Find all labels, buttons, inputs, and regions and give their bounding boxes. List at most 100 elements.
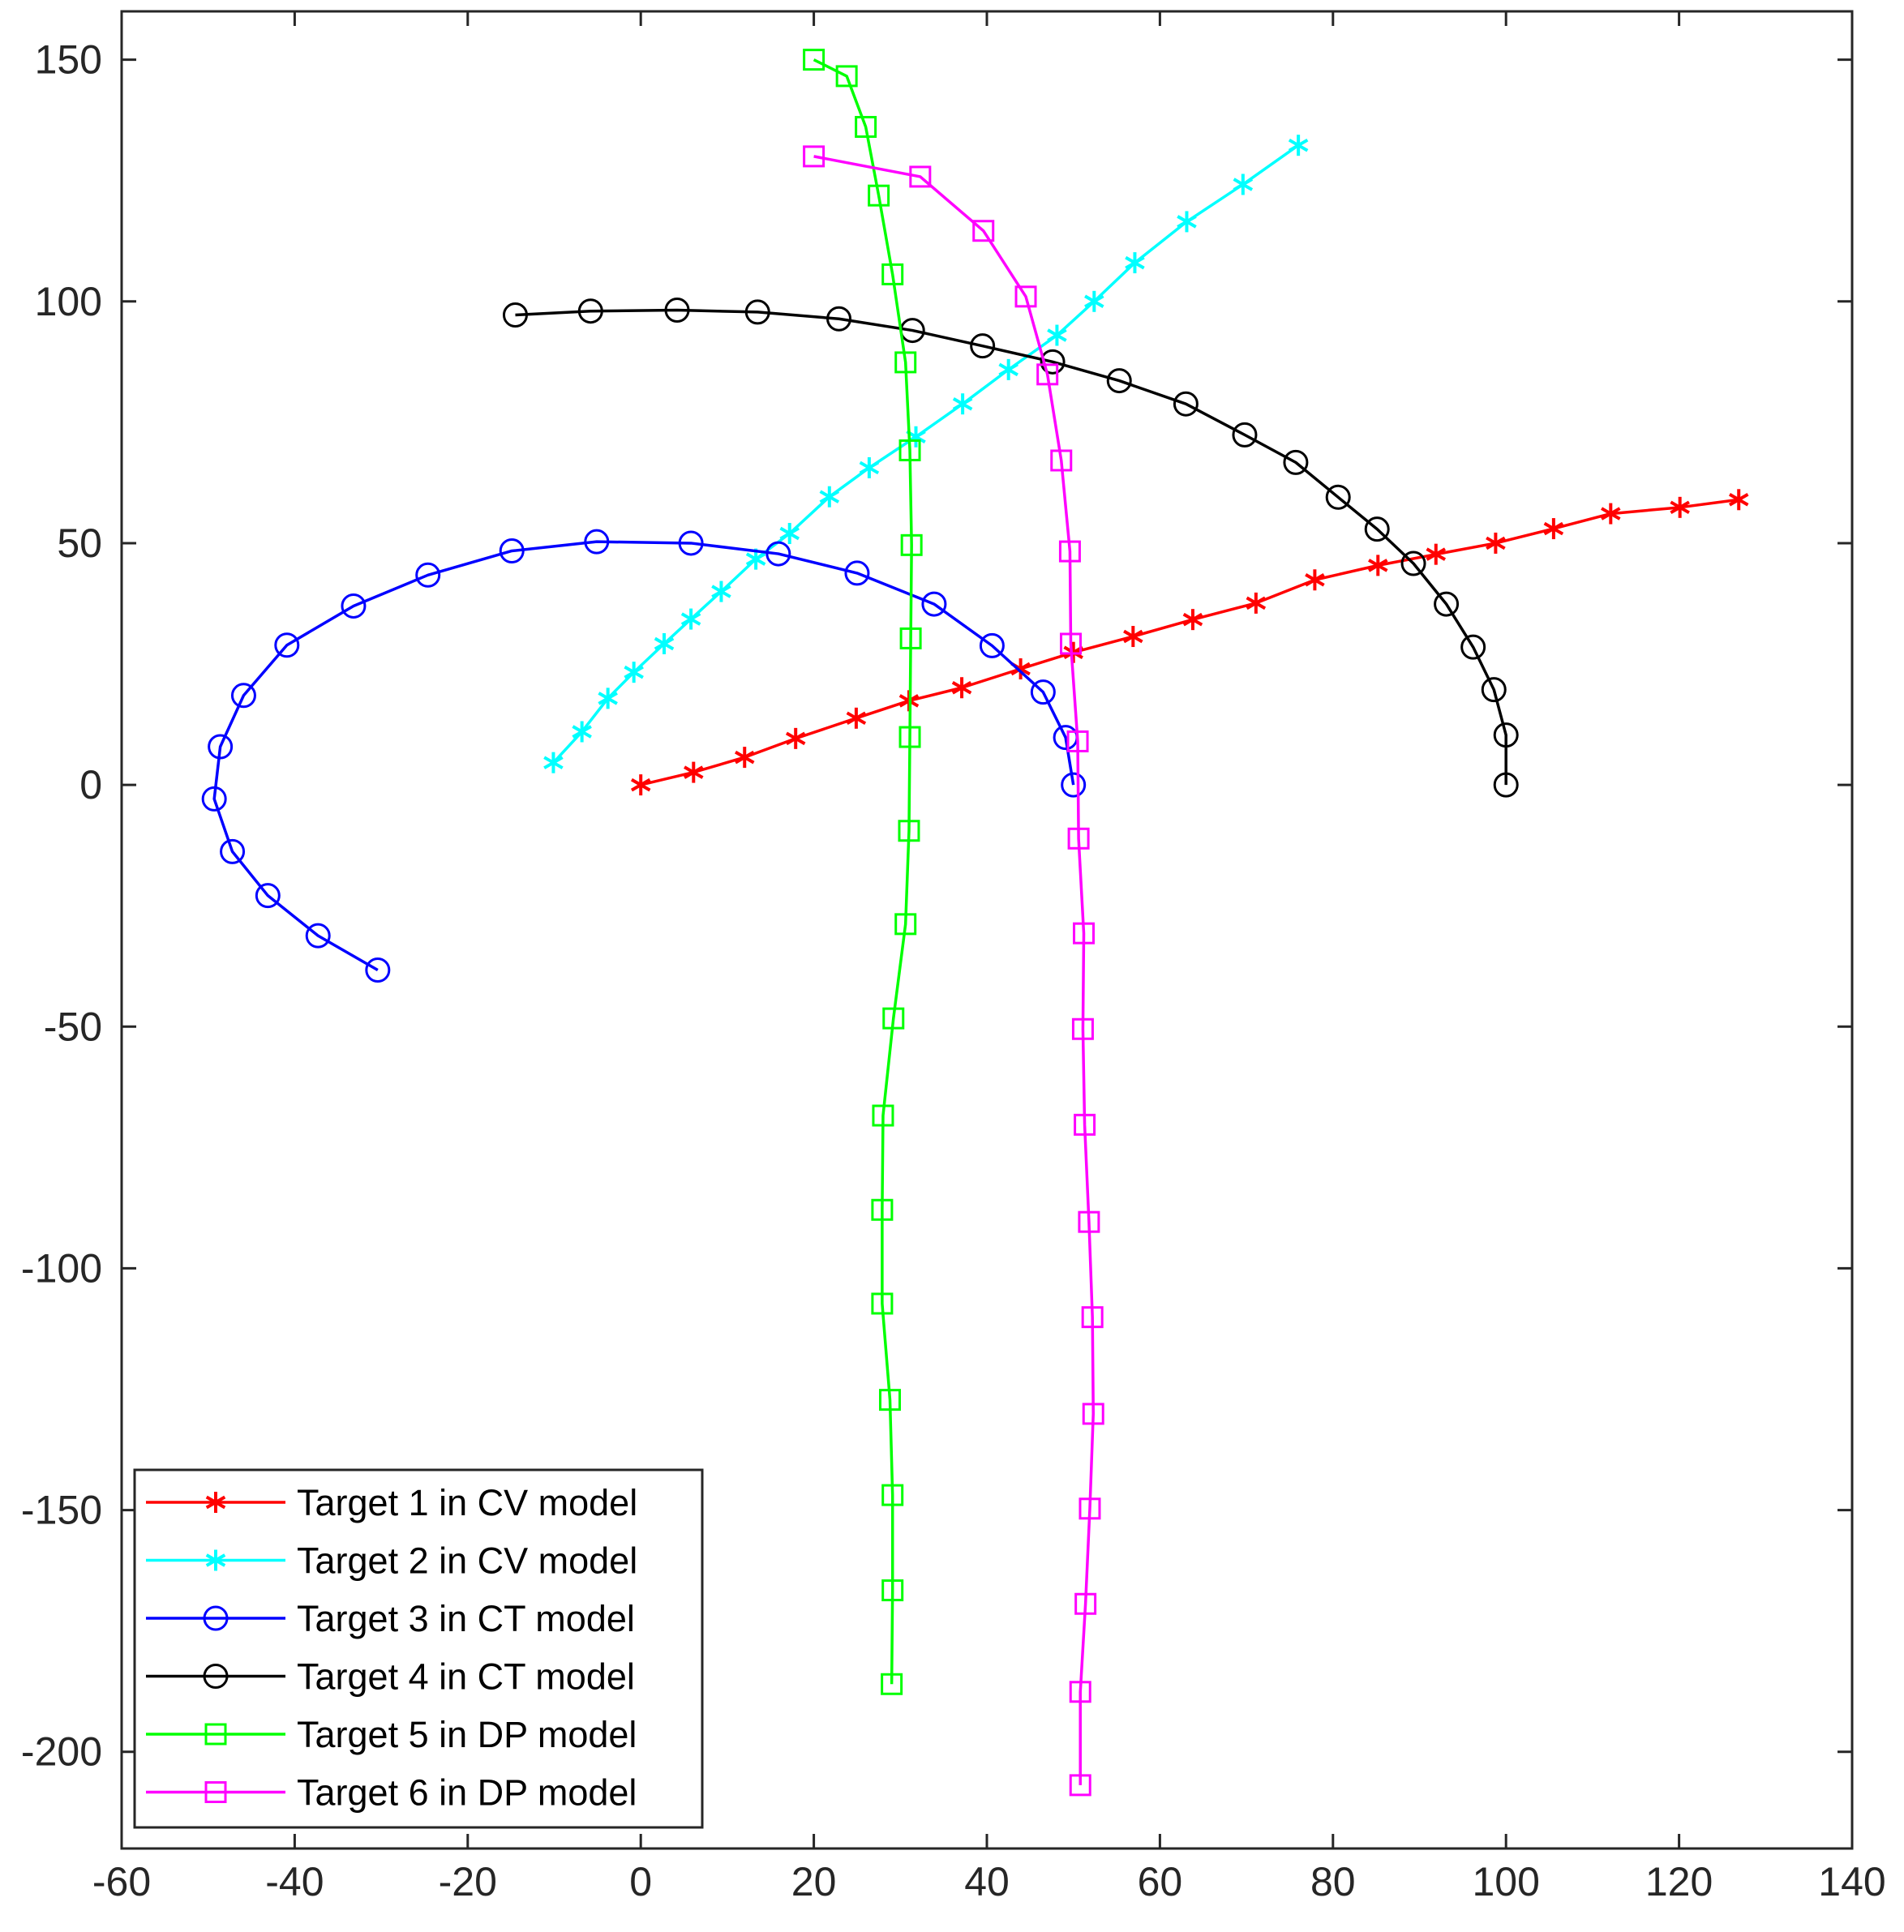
data-point: [855, 116, 877, 139]
data-point: [584, 529, 610, 555]
data-point: [684, 761, 704, 783]
marker-stroke: [680, 612, 701, 626]
data-point: [846, 707, 867, 729]
data-point: [1123, 626, 1143, 648]
data-point: [220, 838, 246, 864]
marker-stroke: [1233, 178, 1254, 191]
marker-stroke: [859, 461, 880, 475]
legend-item: Target 2 in CV model: [146, 1540, 637, 1582]
marker-stroke: [951, 681, 972, 695]
data-point: [1067, 827, 1090, 850]
data-point: [1071, 1017, 1094, 1040]
marker-stroke: [1177, 215, 1197, 229]
marker-stroke: [1047, 328, 1067, 342]
data-point: [1069, 1774, 1091, 1797]
legend-label: Target 4 in CT model: [297, 1656, 635, 1698]
data-point: [1082, 1403, 1104, 1425]
data-point: [1036, 363, 1059, 386]
data-point: [365, 957, 391, 983]
legend-item: Target 5 in DP model: [146, 1714, 637, 1755]
data-point: [898, 820, 920, 842]
series-5: [803, 49, 923, 1695]
x-tick-label: -40: [265, 1859, 324, 1904]
legend-swatch-marker: [204, 1723, 227, 1746]
marker-stroke: [1125, 255, 1145, 270]
legend: Target 1 in CV model Target 2 in CV model…: [133, 1468, 704, 1829]
series-line: [813, 155, 1095, 1785]
marker-stroke: [819, 490, 840, 503]
data-point: [868, 184, 890, 207]
marker-stroke: [543, 756, 564, 769]
data-point: [415, 562, 441, 588]
data-point: [1493, 772, 1519, 798]
legend-label: Target 2 in CV model: [297, 1540, 637, 1582]
data-point: [1073, 922, 1096, 945]
data-point: [230, 683, 256, 709]
marker-stroke: [711, 585, 731, 598]
axis-ticks: [120, 11, 1854, 1848]
data-point: [1288, 135, 1309, 156]
data-point: [881, 1673, 903, 1695]
data-point: [255, 883, 281, 909]
series-6: [803, 145, 1104, 1797]
data-point: [894, 913, 917, 936]
marker-stroke: [785, 731, 806, 746]
marker-stroke: [572, 725, 592, 739]
data-point: [1426, 543, 1447, 565]
marker-stroke: [624, 665, 644, 679]
x-tick-label: 20: [791, 1859, 837, 1904]
legend-label: Target 3 in CT model: [297, 1598, 635, 1639]
data-point: [1368, 555, 1388, 576]
series-line: [640, 498, 1739, 786]
data-point: [899, 627, 922, 649]
data-point: [1173, 391, 1199, 417]
data-point: [909, 165, 932, 188]
data-point: [744, 299, 770, 325]
series-4: [502, 298, 1519, 798]
data-point: [1233, 173, 1254, 195]
data-point: [881, 263, 904, 285]
data-point: [898, 439, 921, 461]
marker-stroke: [998, 362, 1018, 377]
data-point: [894, 351, 917, 374]
marker-stroke: [654, 636, 675, 651]
marker-stroke: [1246, 596, 1267, 610]
data-point: [1066, 730, 1089, 752]
data-point: [835, 65, 858, 88]
x-tick-label: 80: [1310, 1859, 1356, 1904]
marker-stroke: [630, 778, 651, 792]
data-point: [1232, 422, 1258, 448]
data-point: [1543, 518, 1564, 540]
data-point: [630, 774, 651, 796]
x-tick-label: -60: [92, 1859, 151, 1904]
axis-tick-labels: -60 -40 -20 0 20 40 60 80 100 120 140-200-150-100-…: [21, 37, 1886, 1904]
data-point: [970, 333, 996, 359]
data-point: [1074, 1592, 1097, 1615]
data-point: [872, 1104, 894, 1127]
data-point: [1486, 532, 1506, 554]
legend-item: Target 1 in CV model: [146, 1482, 637, 1523]
marker-stroke: [1426, 547, 1447, 561]
marker-stroke: [1543, 521, 1564, 536]
series-1: [630, 489, 1749, 796]
x-tick-label: 100: [1472, 1859, 1539, 1904]
data-point: [1177, 211, 1197, 233]
marker-stroke: [1288, 138, 1309, 152]
y-tick-label: 50: [57, 520, 102, 566]
series-layer: [201, 49, 1749, 1797]
marker-stroke: [1084, 294, 1104, 309]
data-point: [803, 145, 825, 168]
marker-stroke: [952, 396, 973, 411]
data-point: [952, 393, 973, 415]
data-point: [502, 302, 528, 328]
data-point: [1125, 252, 1145, 274]
x-tick-label: 120: [1645, 1859, 1713, 1904]
legend-swatch-marker: [203, 1664, 229, 1689]
data-point: [785, 727, 806, 749]
legend-box: [133, 1468, 704, 1829]
x-tick-label: 40: [964, 1859, 1010, 1904]
data-point: [1481, 677, 1507, 703]
data-point: [624, 662, 644, 683]
data-point: [979, 632, 1005, 658]
